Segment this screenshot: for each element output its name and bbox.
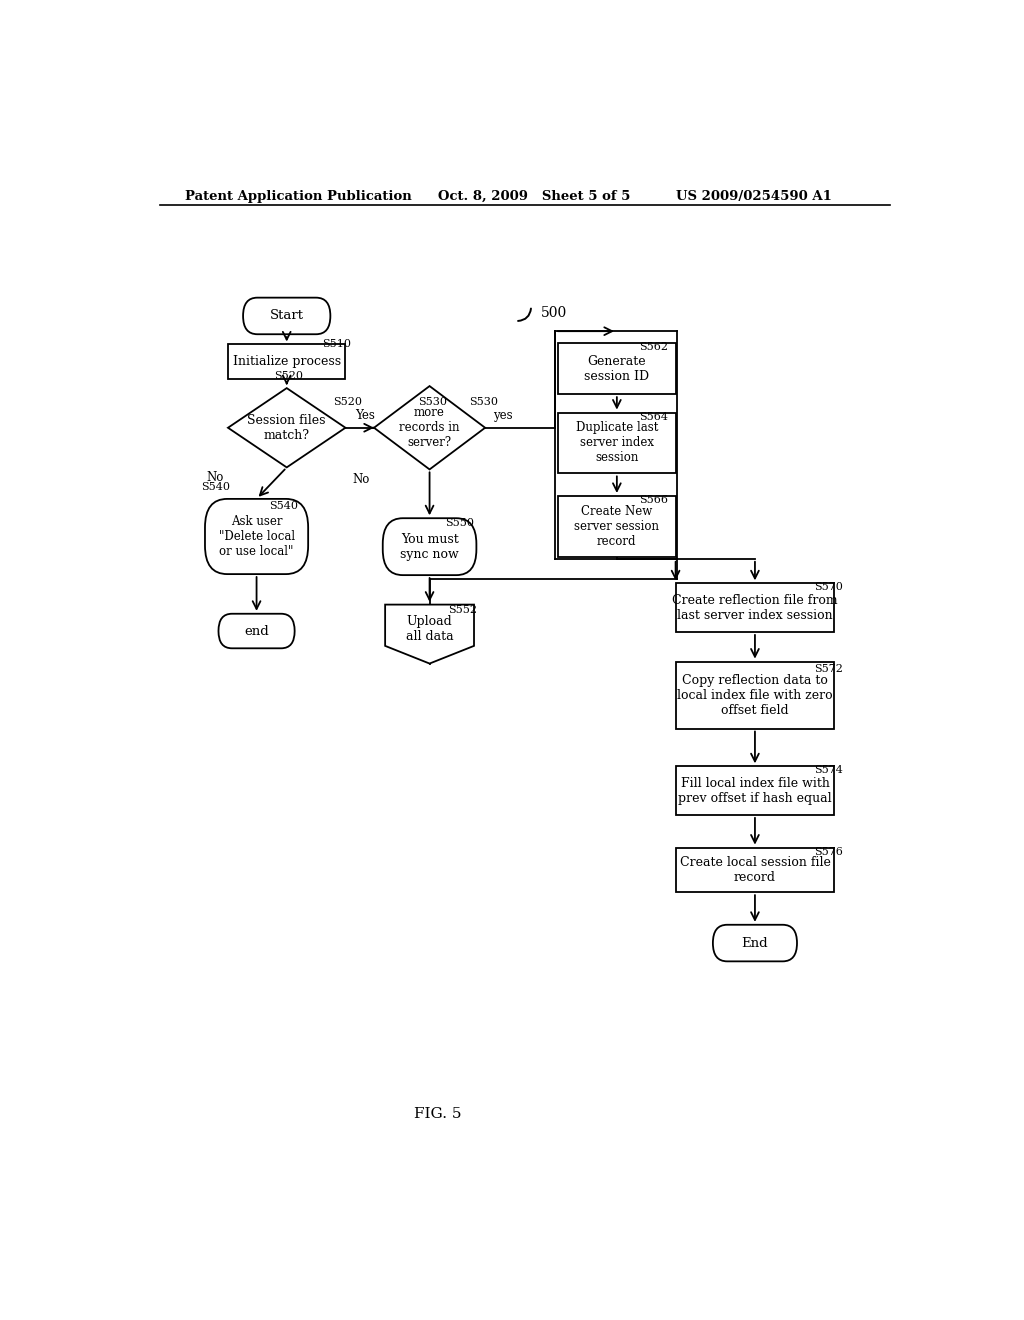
Text: Initialize process: Initialize process xyxy=(232,355,341,368)
Text: S576: S576 xyxy=(814,846,844,857)
Text: S564: S564 xyxy=(639,412,668,421)
Text: S550: S550 xyxy=(445,519,474,528)
Bar xyxy=(676,766,835,814)
Text: End: End xyxy=(741,937,768,949)
Text: S566: S566 xyxy=(639,495,668,506)
Text: S520: S520 xyxy=(333,397,361,408)
Text: Start: Start xyxy=(269,309,304,322)
Text: S510: S510 xyxy=(323,339,351,350)
Text: S530: S530 xyxy=(418,397,446,408)
Text: No: No xyxy=(207,471,224,484)
Text: S520: S520 xyxy=(274,371,303,381)
Text: FIG. 5: FIG. 5 xyxy=(414,1106,461,1121)
Bar xyxy=(676,583,835,632)
Polygon shape xyxy=(374,385,485,470)
Text: Duplicate last
server index
session: Duplicate last server index session xyxy=(575,421,658,465)
Bar xyxy=(558,343,676,395)
Text: S570: S570 xyxy=(814,582,844,593)
Bar xyxy=(676,847,835,892)
Text: S572: S572 xyxy=(814,664,844,673)
Polygon shape xyxy=(228,388,345,467)
Text: S562: S562 xyxy=(639,342,668,352)
Text: S552: S552 xyxy=(449,605,477,615)
Polygon shape xyxy=(385,605,474,664)
FancyBboxPatch shape xyxy=(205,499,308,574)
Text: Create New
server session
record: Create New server session record xyxy=(574,504,659,548)
Text: S574: S574 xyxy=(814,766,844,775)
FancyBboxPatch shape xyxy=(713,925,797,961)
Text: 500: 500 xyxy=(541,306,567,319)
Text: end: end xyxy=(244,624,269,638)
Text: Patent Application Publication: Patent Application Publication xyxy=(185,190,412,202)
FancyBboxPatch shape xyxy=(218,614,295,648)
Text: S540: S540 xyxy=(201,482,230,491)
Text: Create reflection file from
last server index session: Create reflection file from last server … xyxy=(672,594,838,622)
Text: yes: yes xyxy=(494,409,513,422)
Bar xyxy=(558,413,676,474)
Bar xyxy=(228,345,345,379)
Text: US 2009/0254590 A1: US 2009/0254590 A1 xyxy=(676,190,831,202)
Text: Session files
match?: Session files match? xyxy=(248,413,326,442)
Text: Fill local index file with
prev offset if hash equal: Fill local index file with prev offset i… xyxy=(678,776,831,805)
Text: Create local session file
record: Create local session file record xyxy=(680,855,830,884)
FancyBboxPatch shape xyxy=(383,519,476,576)
Text: Copy reflection data to
local index file with zero
offset field: Copy reflection data to local index file… xyxy=(677,673,833,717)
Bar xyxy=(558,496,676,557)
FancyBboxPatch shape xyxy=(243,297,331,334)
Text: No: No xyxy=(352,473,370,486)
Text: Upload
all data: Upload all data xyxy=(406,615,454,643)
Text: Oct. 8, 2009   Sheet 5 of 5: Oct. 8, 2009 Sheet 5 of 5 xyxy=(437,190,630,202)
Text: more
records in
server?: more records in server? xyxy=(399,407,460,449)
Text: S530: S530 xyxy=(469,397,499,408)
Text: Yes: Yes xyxy=(355,409,375,422)
Bar xyxy=(676,661,835,729)
Text: You must
sync now: You must sync now xyxy=(400,533,459,561)
Text: S540: S540 xyxy=(269,502,298,511)
Text: Ask user
"Delete local
or use local": Ask user "Delete local or use local" xyxy=(218,515,295,558)
Text: Generate
session ID: Generate session ID xyxy=(585,355,649,383)
